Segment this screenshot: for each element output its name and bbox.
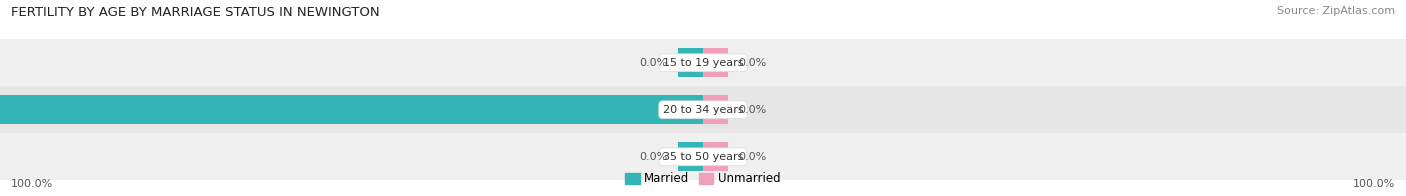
Text: 100.0%: 100.0% bbox=[11, 179, 53, 189]
Text: 0.0%: 0.0% bbox=[738, 105, 766, 115]
Text: 0.0%: 0.0% bbox=[738, 58, 766, 68]
Bar bbox=[0, 133, 1406, 180]
Text: FERTILITY BY AGE BY MARRIAGE STATUS IN NEWINGTON: FERTILITY BY AGE BY MARRIAGE STATUS IN N… bbox=[11, 6, 380, 19]
Text: 100.0%: 100.0% bbox=[1353, 179, 1395, 189]
Bar bbox=[703, 142, 728, 171]
Text: 0.0%: 0.0% bbox=[738, 152, 766, 162]
Text: 15 to 19 years: 15 to 19 years bbox=[662, 58, 744, 68]
Bar bbox=[703, 95, 728, 124]
Text: 20 to 34 years: 20 to 34 years bbox=[662, 105, 744, 115]
Legend: Married, Unmarried: Married, Unmarried bbox=[620, 168, 786, 190]
Bar bbox=[0, 95, 703, 124]
Bar bbox=[678, 142, 703, 171]
Bar bbox=[703, 48, 728, 77]
Bar bbox=[0, 86, 1406, 133]
Text: 0.0%: 0.0% bbox=[640, 58, 668, 68]
Text: Source: ZipAtlas.com: Source: ZipAtlas.com bbox=[1277, 6, 1395, 16]
Bar bbox=[0, 39, 1406, 86]
Text: 35 to 50 years: 35 to 50 years bbox=[662, 152, 744, 162]
Text: 0.0%: 0.0% bbox=[640, 152, 668, 162]
Bar bbox=[678, 48, 703, 77]
